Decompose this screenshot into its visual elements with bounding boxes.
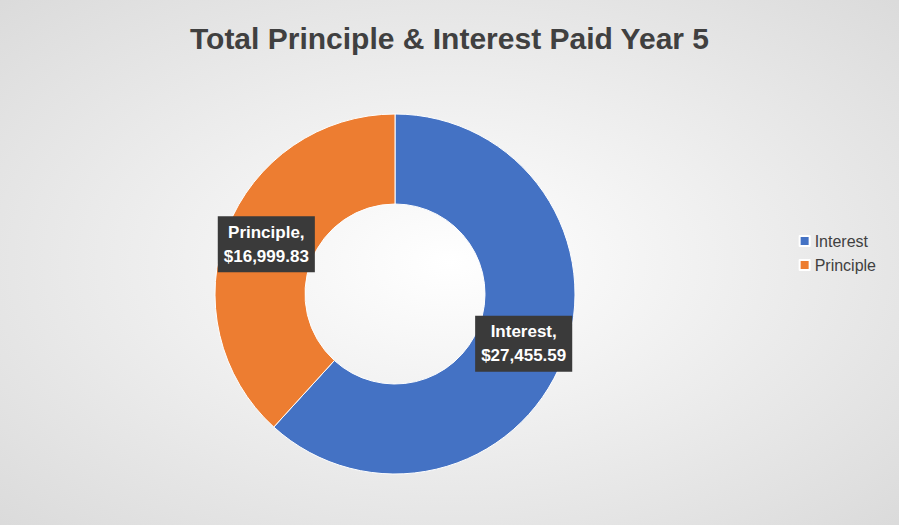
svg-text:Total Principle & Interest Pai: Total Principle & Interest Paid Year 5 (190, 22, 709, 55)
svg-text:Interest,: Interest, (491, 322, 557, 341)
svg-text:Principle: Principle (815, 257, 876, 274)
svg-text:$27,455.59: $27,455.59 (481, 346, 566, 365)
svg-text:Interest: Interest (815, 233, 869, 250)
svg-text:$16,999.83: $16,999.83 (224, 247, 309, 266)
svg-text:Principle,: Principle, (228, 223, 305, 242)
